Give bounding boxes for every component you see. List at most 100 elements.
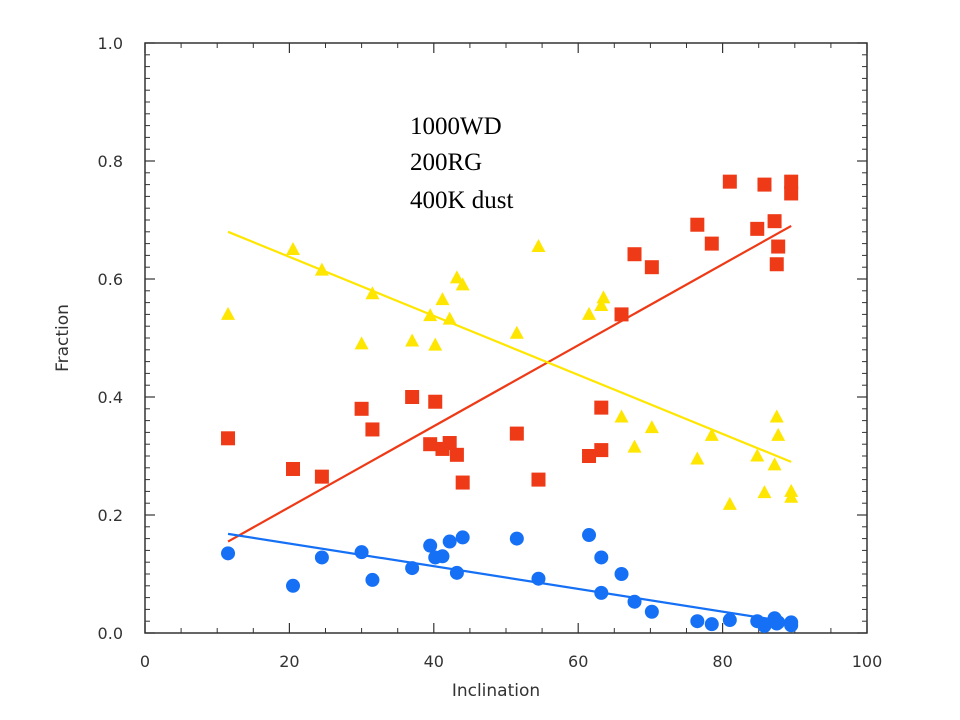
- square-marker: [771, 239, 786, 254]
- x-tick-label: 80: [712, 652, 732, 671]
- triangle-marker: [750, 448, 765, 462]
- triangle-marker: [594, 298, 609, 312]
- square-marker: [428, 394, 443, 409]
- square-marker: [455, 475, 470, 490]
- triangle-marker: [428, 337, 443, 351]
- triangle-marker: [722, 496, 737, 510]
- square-marker: [405, 390, 420, 404]
- triangle-marker: [365, 286, 380, 300]
- square-marker: [750, 221, 765, 236]
- square-marker: [286, 461, 301, 476]
- fit-lines: [227, 224, 792, 624]
- x-tick-label: 40: [424, 652, 444, 671]
- y-tick-label: 1.0: [98, 34, 123, 53]
- square-marker: [704, 236, 719, 251]
- circle-marker: [365, 572, 380, 587]
- plot-frame: [144, 42, 868, 634]
- square-marker: [614, 307, 629, 322]
- circle-marker: [614, 567, 629, 581]
- circle-marker: [442, 534, 457, 549]
- triangle-marker: [582, 306, 597, 320]
- y-tick-label: 0.6: [98, 270, 123, 289]
- circle-marker: [722, 613, 737, 628]
- square-marker: [767, 214, 782, 229]
- y-tick-label: 0.8: [98, 152, 123, 171]
- circle-marker: [435, 549, 450, 564]
- circle-marker: [704, 617, 719, 632]
- square-marker: [594, 400, 609, 415]
- triangle-marker: [784, 489, 799, 503]
- triangle-marker: [627, 439, 642, 453]
- square-marker: [690, 217, 705, 232]
- circle-marker: [582, 528, 597, 543]
- x-axis-title: Inclination: [452, 681, 540, 701]
- square-marker: [423, 437, 438, 452]
- triangle-marker: [596, 290, 611, 304]
- square-marker: [784, 186, 799, 201]
- square-marker: [221, 431, 236, 446]
- triangle-marker: [690, 451, 705, 465]
- triangle-marker: [757, 485, 772, 499]
- square-marker: [627, 247, 642, 262]
- circle-marker: [354, 545, 369, 560]
- axis-tick-labels: 0 20 40 60 80 100 0.0 0.2 0.4 0.6 0.8 1.0: [98, 34, 883, 671]
- circle-marker: [771, 615, 786, 630]
- triangle-marker: [221, 306, 236, 320]
- fit-line-triangle: [227, 230, 792, 463]
- triangle-marker: [286, 242, 301, 255]
- square-marker: [784, 174, 799, 189]
- axis-ticks: [144, 42, 868, 634]
- triangle-marker: [435, 292, 450, 306]
- circle-marker: [423, 538, 438, 553]
- square-marker: [314, 469, 329, 484]
- triangle-marker: [644, 420, 659, 434]
- square-marker: [644, 260, 659, 275]
- circle-marker: [757, 618, 772, 633]
- circle-marker: [784, 618, 799, 633]
- triangle-marker: [442, 311, 457, 325]
- triangle-marker: [455, 277, 470, 291]
- x-tick-label: 0: [140, 652, 150, 671]
- triangle-marker: [614, 409, 629, 423]
- x-tick-label: 60: [568, 652, 588, 671]
- square-marker: [449, 447, 464, 462]
- fit-line-circle: [227, 532, 792, 624]
- y-tick-label: 0.4: [98, 388, 123, 407]
- annotation: 1000WD 200RG 400K dust: [410, 113, 514, 214]
- circle-marker: [690, 614, 705, 629]
- square-marker: [722, 174, 737, 189]
- square-marker: [582, 449, 597, 463]
- y-tick-label: 0.2: [98, 506, 123, 525]
- triangle-marker: [449, 270, 464, 284]
- square-marker: [442, 436, 457, 451]
- x-tick-label: 20: [279, 652, 299, 671]
- data-points: [221, 174, 799, 633]
- square-marker: [769, 257, 784, 272]
- circle-marker: [594, 550, 609, 565]
- circle-marker: [449, 565, 464, 580]
- fit-line-square: [227, 224, 792, 543]
- x-tick-label: 100: [852, 652, 883, 671]
- y-tick-label: 0.0: [98, 624, 123, 643]
- triangle-marker: [769, 409, 784, 423]
- annotation-line-rg: 200RG: [410, 149, 482, 176]
- square-marker: [354, 401, 369, 416]
- annotation-line-dust: 400K dust: [410, 187, 514, 214]
- triangle-marker: [354, 336, 369, 350]
- triangle-marker: [771, 427, 786, 441]
- circle-marker: [286, 578, 301, 593]
- triangle-marker: [704, 427, 719, 441]
- triangle-marker: [767, 457, 782, 471]
- circle-marker: [405, 561, 420, 576]
- circle-marker: [627, 594, 642, 609]
- square-marker: [365, 422, 380, 437]
- circle-marker: [509, 531, 524, 546]
- annotation-line-wd: 1000WD: [410, 113, 502, 140]
- circle-marker: [314, 550, 329, 565]
- square-marker: [757, 177, 772, 192]
- circle-marker: [594, 585, 609, 600]
- triangle-marker: [314, 262, 329, 276]
- square-marker: [531, 472, 546, 487]
- triangle-marker: [509, 325, 524, 339]
